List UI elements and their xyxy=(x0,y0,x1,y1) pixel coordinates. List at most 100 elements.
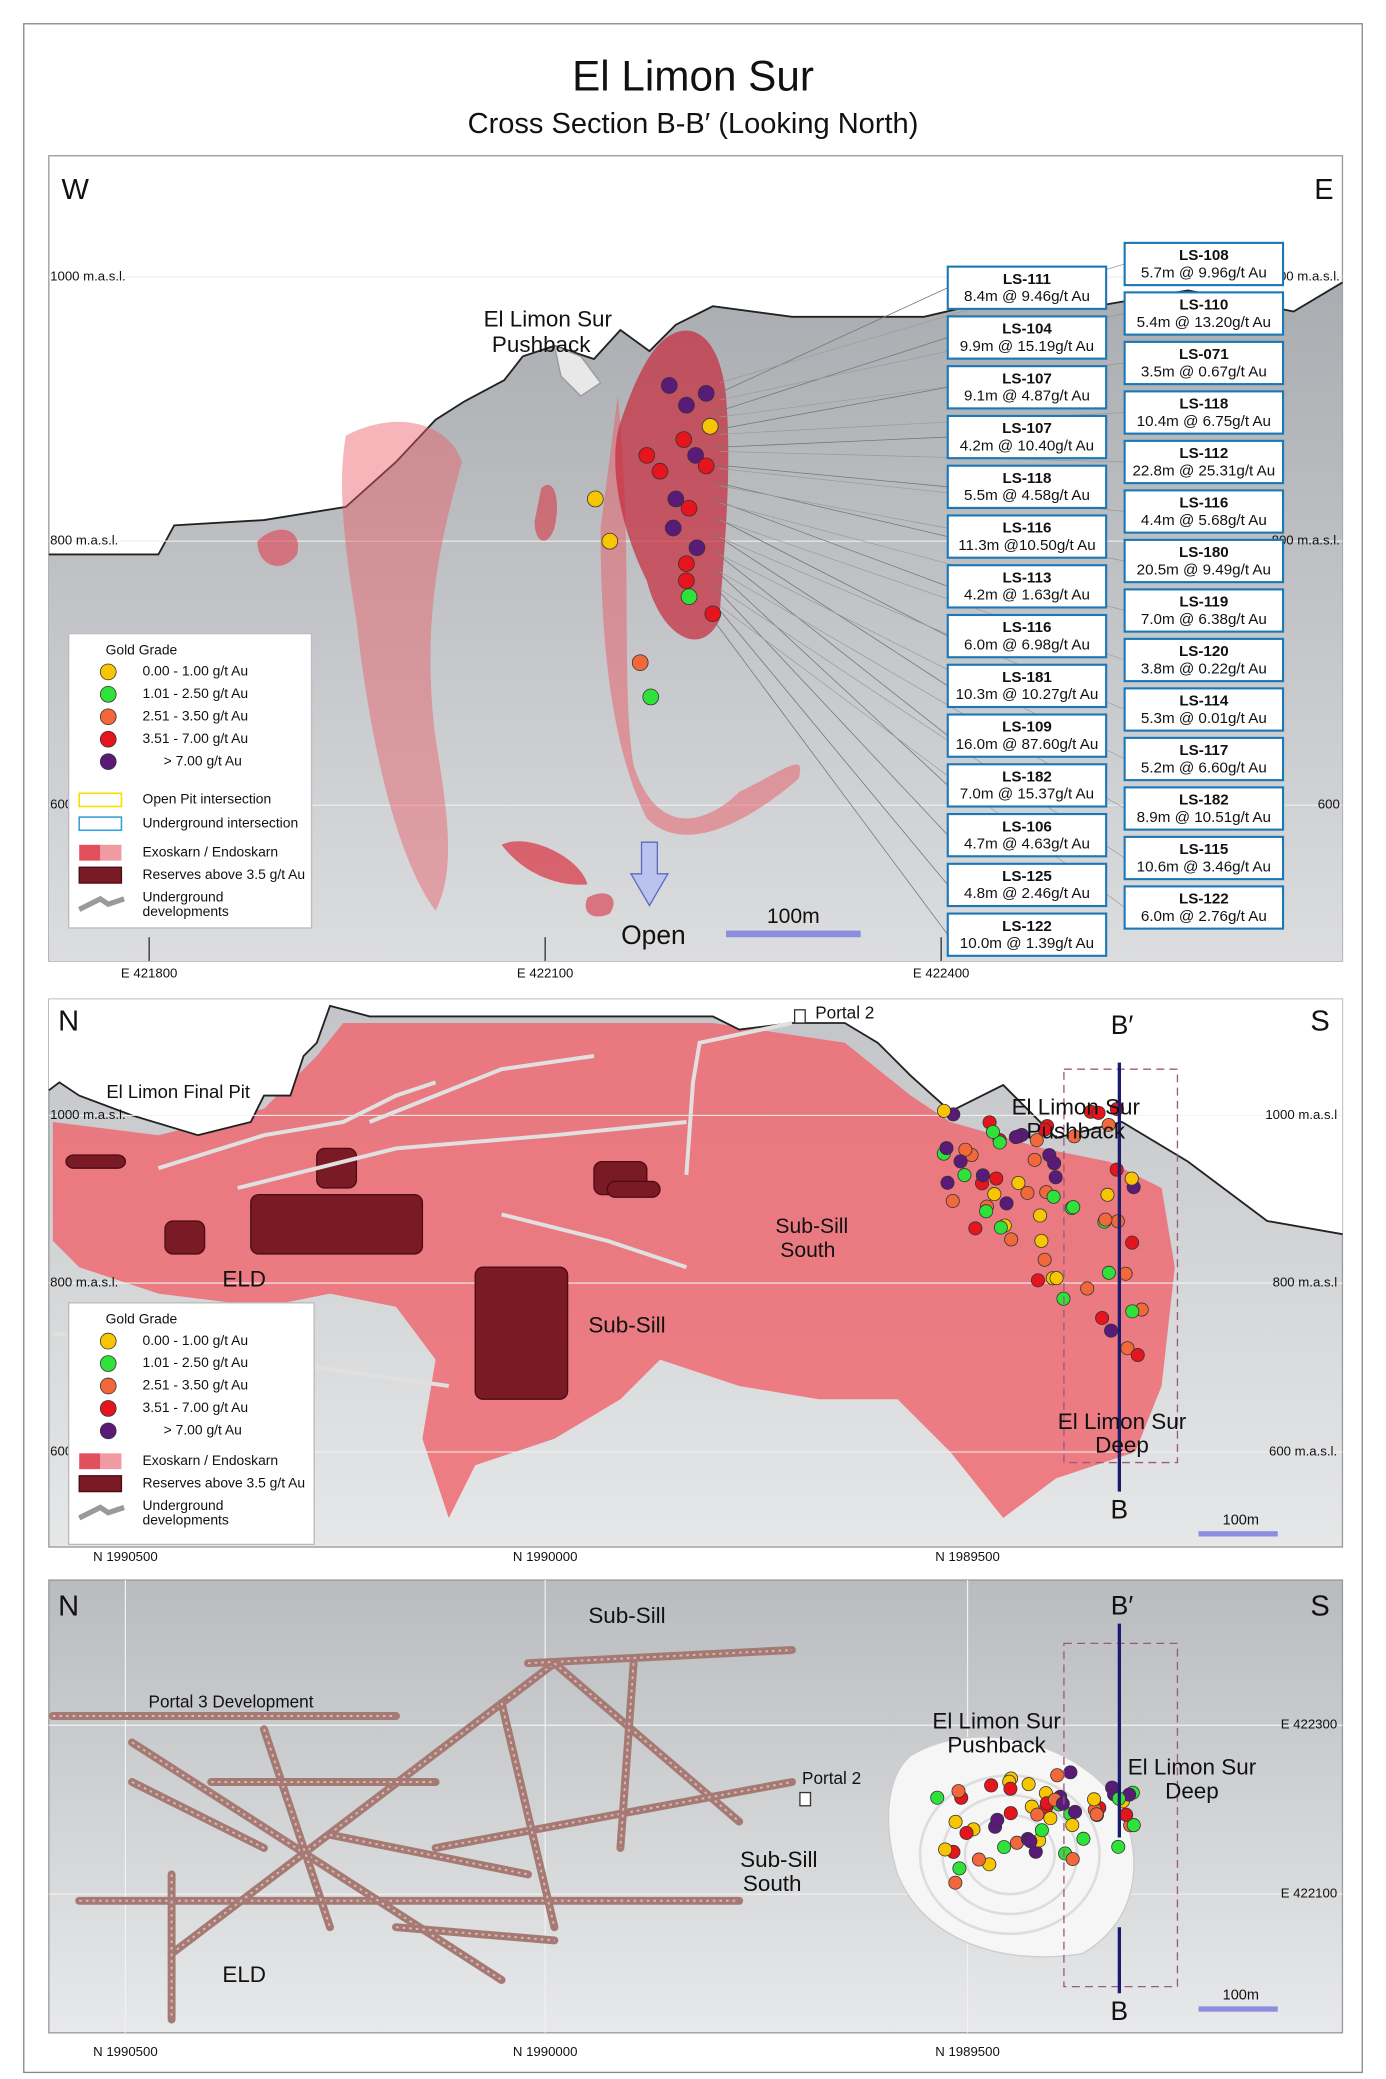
sample-dot xyxy=(1118,1266,1133,1281)
intersection-box xyxy=(946,315,1108,360)
sample-dot xyxy=(680,588,698,605)
legend-dot xyxy=(99,730,117,748)
intersection-result: 7.0m @ 15.37g/t Au xyxy=(960,786,1094,803)
intersection-box xyxy=(1123,439,1285,485)
reserve-block xyxy=(474,1266,569,1400)
legend-swatch xyxy=(78,895,125,912)
hole-id: LS-182 xyxy=(1179,792,1229,809)
legend-dot xyxy=(99,686,117,703)
sample-dot xyxy=(1125,1304,1140,1319)
coordinate-label: N 1989500 xyxy=(935,1549,1000,1564)
sample-dot xyxy=(1043,1811,1058,1826)
sample-dot xyxy=(1037,1122,1052,1137)
intersection-box xyxy=(1123,786,1285,831)
tunnel xyxy=(263,1728,331,1928)
legend-dot xyxy=(99,1332,117,1350)
leader xyxy=(712,584,949,836)
sample-dot xyxy=(701,418,719,435)
sample-dot xyxy=(959,1825,974,1840)
hole-id: LS-071 xyxy=(1179,346,1229,363)
leader xyxy=(712,532,948,687)
underground-development xyxy=(157,1080,437,1171)
underground-development xyxy=(368,1054,595,1124)
hole-id: LS-107 xyxy=(1002,370,1052,387)
sample-dot xyxy=(1111,1839,1126,1854)
area-label: El Limon Sur xyxy=(1128,1755,1257,1780)
intersection-box xyxy=(946,514,1108,559)
elevation-label: 800 m.a.s.l. xyxy=(50,533,118,548)
leader xyxy=(712,550,949,736)
sample-dot xyxy=(948,1814,963,1829)
legend-swatch xyxy=(78,816,123,832)
area-label: Pushback xyxy=(947,1732,1046,1757)
intersection-result: 6.0m @ 6.98g/t Au xyxy=(964,636,1090,653)
leader xyxy=(712,601,949,886)
intersection-box xyxy=(946,564,1108,609)
ore-body xyxy=(615,330,729,640)
sample-dot xyxy=(1130,1348,1145,1363)
sample-dot xyxy=(1065,1852,1080,1867)
tunnel xyxy=(527,1649,793,1665)
sample-dot xyxy=(958,1142,973,1157)
intersection-box xyxy=(1123,835,1285,881)
legend-dot xyxy=(99,753,117,770)
leader xyxy=(712,436,948,448)
sample-dot xyxy=(1033,1208,1048,1223)
skarn-body xyxy=(585,893,614,917)
title: El Limon Sur xyxy=(572,52,814,99)
legend-swatch xyxy=(78,1475,123,1493)
hole-id: LS-180 xyxy=(1179,544,1229,561)
area-label: Pushback xyxy=(492,332,591,357)
sample-dot xyxy=(990,1812,1005,1827)
area-label: El Limon Sur xyxy=(484,307,613,332)
area-label: S xyxy=(1310,1590,1329,1622)
leader xyxy=(712,515,948,637)
legend-swatch xyxy=(78,1504,125,1521)
hole-id: LS-119 xyxy=(1179,594,1228,611)
sample-dot xyxy=(1119,1807,1134,1822)
elevation-label: 800 m.a.s.l. xyxy=(1272,533,1340,548)
sample-dot xyxy=(999,1196,1014,1211)
sample-dot xyxy=(945,1193,960,1208)
sample-dot xyxy=(985,1124,1000,1139)
intersection-result: 3.5m @ 0.67g/t Au xyxy=(1141,363,1267,380)
coordinate-label: N 1990500 xyxy=(93,2044,158,2059)
area-label: Portal 3 Development xyxy=(149,1691,314,1711)
tunnel xyxy=(553,1662,740,1823)
direction-label: E xyxy=(1314,174,1333,206)
hole-id: LS-122 xyxy=(1002,918,1052,935)
skarn-body xyxy=(501,841,588,885)
coordinate-label: N 1990500 xyxy=(93,1549,158,1564)
elevation-label: 800 m.a.s.l. xyxy=(50,1275,118,1290)
sample-dot xyxy=(1008,1130,1023,1145)
intersection-result: 22.8m @ 25.31g/t Au xyxy=(1132,462,1275,479)
coordinate-label: E 422100 xyxy=(1281,1886,1337,1901)
area-label: ELD xyxy=(222,1962,266,1987)
hole-id: LS-108 xyxy=(1179,247,1229,264)
underground-development xyxy=(501,1212,688,1270)
sample-dot xyxy=(939,1141,954,1156)
sample-dot xyxy=(1037,1252,1052,1267)
sample-dot xyxy=(1030,1273,1045,1288)
tunnel xyxy=(435,1781,793,1849)
intersection-box xyxy=(1123,885,1285,930)
elevation-label: 1000 m.a.s.l. xyxy=(50,1107,126,1122)
sample-dot xyxy=(1080,1281,1095,1296)
intersection-result: 10.3m @ 10.27g/t Au xyxy=(956,686,1099,703)
intersection-box xyxy=(946,663,1108,709)
intersection-result: 4.2m @ 10.40g/t Au xyxy=(960,437,1094,454)
ore-body xyxy=(534,484,557,541)
portal xyxy=(793,1009,806,1024)
leader xyxy=(712,464,948,488)
sample-dot xyxy=(987,1187,1002,1202)
intersection-result: 8.4m @ 9.46g/t Au xyxy=(964,288,1090,305)
underground-development xyxy=(684,1021,793,1175)
leader xyxy=(712,481,948,537)
hole-id: LS-117 xyxy=(1179,742,1228,759)
reserve-block xyxy=(250,1193,424,1255)
sample-dot xyxy=(1066,1200,1081,1215)
legend-label: Reserves above 3.5 g/t Au xyxy=(143,1474,306,1490)
skarn-body xyxy=(257,529,299,566)
legend-label: Underground xyxy=(143,888,224,904)
